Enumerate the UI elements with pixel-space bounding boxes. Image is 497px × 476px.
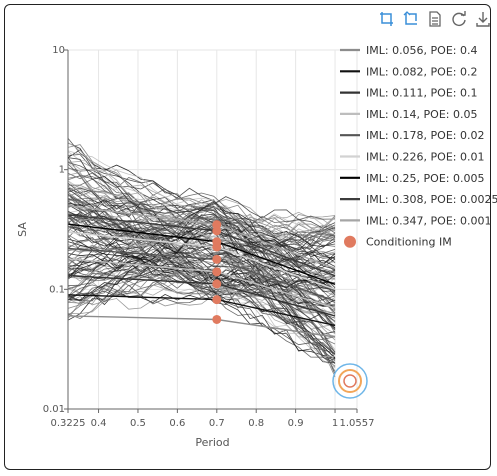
spectrum-line	[67, 224, 336, 279]
y-tick-label: 0.01	[43, 404, 65, 415]
conditioning-point	[212, 254, 222, 264]
legend-label: Conditioning IM	[366, 236, 452, 249]
spectrum-line	[67, 175, 336, 277]
spectrum-line	[67, 197, 336, 360]
conditioning-point	[212, 226, 222, 236]
x-tick-label: 0.4	[91, 418, 107, 429]
spectrum-line	[67, 142, 336, 358]
spectrum-line	[67, 151, 336, 244]
x-tick-label: 1.0557	[340, 418, 375, 429]
x-tick-label: 0.9	[288, 418, 304, 429]
legend-label: IML: 0.056, POE: 0.4	[366, 44, 478, 57]
conditioning-point	[212, 267, 222, 277]
zoom-reset-icon[interactable]	[402, 10, 420, 28]
x-tick-label: 0.5	[130, 418, 146, 429]
legend-label: IML: 0.347, POE: 0.001	[366, 214, 492, 227]
save-image-icon[interactable]	[474, 10, 492, 28]
spectrum-line	[67, 238, 336, 297]
spectrum-line	[67, 199, 336, 284]
y-tick-label: 0.1	[49, 284, 65, 295]
spectrum-line	[67, 185, 336, 241]
x-tick-label: 1	[332, 418, 338, 429]
zoom-select-icon[interactable]	[378, 10, 396, 28]
x-tick-label: 0.8	[248, 418, 264, 429]
spectrum-line	[67, 228, 336, 359]
spectrum-line	[67, 200, 336, 304]
legend-label: IML: 0.178, POE: 0.02	[366, 129, 485, 142]
x-tick-label: 0.7	[209, 418, 225, 429]
spectrum-line	[67, 249, 336, 302]
chart-toolbox	[378, 10, 492, 28]
conditioning-point	[212, 295, 222, 305]
conditioning-point	[212, 237, 222, 247]
spectrum-line	[67, 271, 336, 340]
legend-label: IML: 0.226, POE: 0.01	[366, 151, 485, 164]
cursor-ring	[343, 374, 357, 388]
spectrum-line	[67, 209, 336, 329]
spectrum-line	[67, 259, 336, 304]
chart-axes: 0.3225 0.4 0.5 0.6 0.7 0.8 0.9 1 1.05571010.10.0…	[43, 45, 375, 429]
conditioning-point	[212, 279, 222, 289]
data-view-icon[interactable]	[426, 10, 444, 28]
legend-label: IML: 0.25, POE: 0.005	[366, 172, 485, 185]
legend-label: IML: 0.111, POE: 0.1	[366, 87, 478, 100]
x-tick-label: 0.6	[169, 418, 185, 429]
spectrum-line	[67, 137, 336, 294]
spectrum-line	[67, 211, 336, 314]
legend-label: IML: 0.308, POE: 0.0025	[366, 193, 497, 206]
spectrum-line	[67, 235, 336, 353]
legend-label: IML: 0.14, POE: 0.05	[366, 108, 478, 121]
x-tick-label: 0.3225	[51, 418, 86, 429]
y-axis-label: SA	[16, 222, 29, 237]
restore-icon[interactable]	[450, 10, 468, 28]
conditioning-points	[212, 220, 222, 324]
x-axis-label: Period	[195, 436, 229, 449]
spectrum-line	[67, 229, 336, 372]
spectra-lines	[67, 137, 336, 377]
conditioning-point	[212, 220, 222, 230]
conditioning-point	[212, 314, 222, 324]
spectrum-line	[67, 196, 336, 229]
legend-swatch	[344, 235, 356, 248]
spectrum-line	[67, 209, 336, 334]
cursor-marker	[332, 363, 368, 399]
legend-label: IML: 0.082, POE: 0.2	[366, 65, 478, 78]
y-tick-label: 1	[59, 165, 65, 176]
spectrum-line	[67, 215, 336, 316]
spectrum-line	[67, 224, 336, 326]
y-tick-label: 10	[52, 45, 65, 56]
cursor-ring	[338, 369, 362, 393]
cursor-ring	[332, 363, 368, 399]
spectrum-line	[67, 188, 336, 232]
spectrum-line	[67, 251, 336, 315]
spectrum-line	[67, 217, 336, 317]
chart-legend: IML: 0.056, POE: 0.4 IML: 0.082, POE: 0.2…	[340, 44, 497, 249]
spectrum-line	[67, 200, 336, 301]
spectrum-line	[67, 235, 336, 282]
